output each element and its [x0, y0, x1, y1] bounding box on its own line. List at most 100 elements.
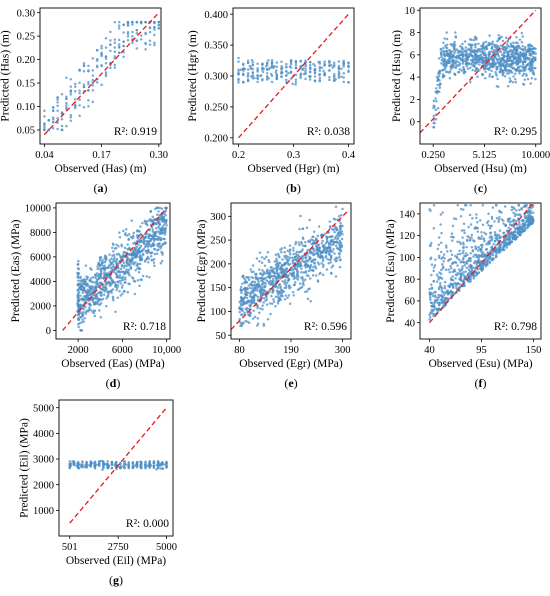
scatter-point [522, 205, 526, 209]
scatter-point [450, 62, 454, 66]
scatter-point [495, 85, 499, 88]
scatter-point [285, 281, 289, 285]
scatter-point [135, 245, 139, 248]
scatter-point [131, 20, 134, 24]
scatter-point [122, 44, 125, 48]
scatter-point [454, 35, 458, 38]
scatter-point [286, 296, 289, 300]
x-axis-label: Observed (Eas) (MPa) [61, 358, 165, 370]
scatter-point [514, 236, 517, 240]
scatter-point [121, 278, 125, 282]
scatter-point [337, 76, 341, 79]
scatter-point [487, 56, 490, 60]
scatter-point [152, 243, 155, 246]
scatter-point [256, 289, 259, 292]
scatter-point [78, 98, 81, 101]
scatter-points [428, 203, 535, 321]
scatter-point [128, 282, 131, 286]
scatter-point [253, 283, 256, 287]
scatter-point [152, 464, 156, 468]
scatter-point [439, 241, 443, 244]
scatter-point [126, 22, 130, 26]
scatter-point [475, 216, 478, 220]
scatter-point [441, 266, 445, 270]
scatter-point [288, 256, 292, 259]
scatter-point [463, 203, 467, 207]
scatter-point [446, 250, 449, 253]
scatter-point [476, 249, 480, 252]
scatter-point [304, 67, 307, 70]
scatter-point [276, 293, 280, 296]
y-tick-label: 250 [210, 236, 226, 247]
scatter-point [492, 48, 496, 52]
scatter-point [250, 283, 253, 286]
scatter-point [328, 258, 331, 262]
scatter-point [499, 245, 502, 249]
scatter-point [69, 85, 73, 88]
scatter-point [126, 243, 129, 246]
scatter-point [106, 282, 110, 285]
scatter-point [314, 267, 318, 270]
scatter-point [338, 230, 341, 234]
scatter-point [469, 238, 472, 242]
scatter-point [492, 243, 495, 246]
scatter-point [511, 66, 515, 70]
scatter-point [80, 321, 83, 324]
scatter-point [276, 302, 280, 305]
scatter-point [294, 78, 298, 81]
scatter-point [249, 292, 252, 296]
scatter-point [275, 259, 279, 263]
scatter-point [141, 249, 144, 252]
scatter-point [146, 464, 150, 468]
scatter-point [129, 235, 133, 239]
scatter-point [99, 298, 103, 302]
scatter-point [507, 69, 510, 73]
scatter-point [60, 92, 64, 96]
scatter-point [91, 276, 95, 279]
scatter-point [300, 270, 303, 274]
scatter-point [508, 77, 512, 80]
x-tick-label: 0.250 [421, 150, 445, 161]
y-tick-label: 0.200 [204, 133, 228, 144]
scatter-point [125, 234, 129, 237]
scatter-point [453, 292, 457, 295]
scatter-point [494, 254, 498, 257]
scatter-point [43, 122, 46, 125]
scatter-point [83, 316, 87, 320]
scatter-point [347, 81, 350, 84]
scatter-point [157, 235, 160, 239]
scatter-point [251, 290, 254, 293]
scatter-point [286, 71, 290, 75]
scatter-point [103, 463, 106, 466]
scatter-point [471, 249, 475, 253]
scatter-point [518, 213, 521, 216]
scatter-point [533, 51, 536, 54]
scatter-point [109, 266, 113, 270]
scatter-point [305, 226, 309, 229]
scatter-point [275, 65, 279, 68]
scatter-point [126, 291, 130, 294]
scatter-point [246, 71, 250, 75]
scatter-point [268, 277, 272, 280]
scatter-point [237, 81, 240, 84]
scatter-point [272, 275, 275, 278]
scatter-point [526, 50, 530, 53]
scatter-point [440, 294, 443, 297]
scatter-point [268, 302, 272, 305]
scatter-point [82, 83, 86, 86]
scatter-point [68, 466, 72, 470]
scatter-point [462, 229, 466, 232]
scatter-point [256, 62, 259, 65]
scatter-point [437, 74, 441, 78]
scatter-point [497, 33, 500, 37]
scatter-point [155, 206, 159, 210]
scatter-point [481, 251, 485, 254]
scatter-point [117, 24, 121, 27]
scatter-point [321, 255, 324, 259]
scatter-point [124, 463, 128, 466]
scatter-point [294, 242, 297, 246]
scatter-point [89, 304, 92, 307]
scatter-point [265, 255, 268, 259]
scatter-point [121, 275, 125, 279]
scatter-point [270, 274, 273, 278]
